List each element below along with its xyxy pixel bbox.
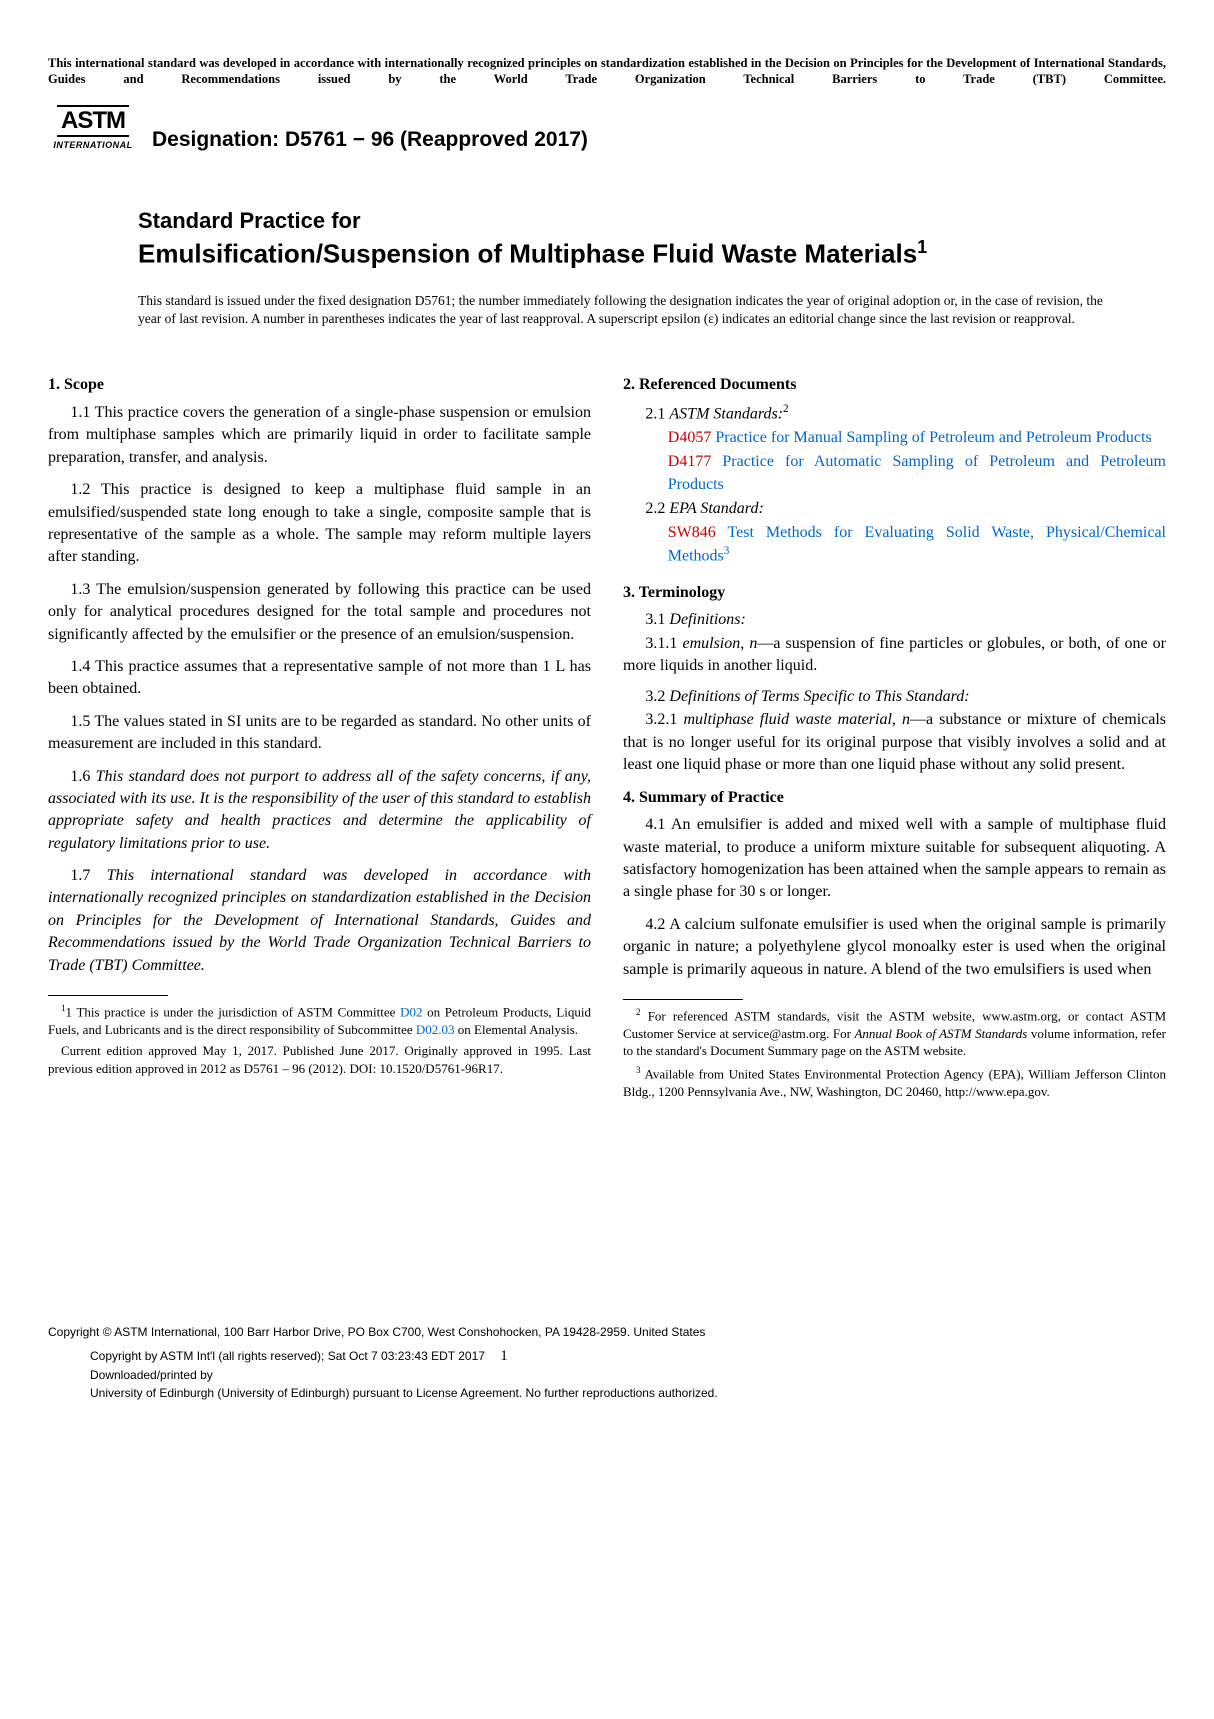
scope-1-6: 1.6 This standard does not purport to ad… [48, 766, 591, 856]
copyright-line3: Downloaded/printed by [90, 1367, 1166, 1384]
logo-sub-text: INTERNATIONAL [53, 139, 132, 151]
footnote-2-sup: 2 [636, 1007, 641, 1017]
refs-sub2: 2.2 EPA Standard: [623, 498, 1166, 520]
footnote-edition: Current edition approved May 1, 2017. Pu… [48, 1042, 591, 1077]
term-3-1-1: 3.1.1 emulsion, n—a suspension of fine p… [623, 633, 1166, 678]
footnote-rule-left [48, 995, 168, 996]
footnote-1-link-d02[interactable]: D02 [400, 1004, 422, 1019]
copyright-line2: Copyright by ASTM Int'l (all rights rese… [90, 1346, 1166, 1368]
astm-logo: ASTM INTERNATIONAL [48, 105, 138, 175]
ref-d4177-code: D4177 [668, 453, 712, 470]
copyright-line4: University of Edinburgh (University of E… [90, 1385, 1166, 1402]
footnote-1a: 1 This practice is under the jurisdictio… [66, 1004, 401, 1019]
ref-d4057-text: Practice for Manual Sampling of Petroleu… [711, 429, 1151, 446]
ref-sw846-sup: 3 [724, 545, 730, 557]
footnote-3: 3 Available from United States Environme… [623, 1064, 1166, 1100]
term-heading: 3. Terminology [623, 582, 1166, 604]
ref-d4177[interactable]: D4177 Practice for Automatic Sampling of… [645, 451, 1166, 496]
term-sub2: 3.2 Definitions of Terms Specific to Thi… [623, 686, 1166, 708]
ref-sw846-text: Test Methods for Evaluating Solid Waste,… [668, 524, 1166, 565]
ref-sw846[interactable]: SW846 Test Methods for Evaluating Solid … [645, 522, 1166, 568]
copyright-line2-text: Copyright by ASTM Int'l (all rights rese… [90, 1349, 485, 1363]
scope-heading: 1. Scope [48, 374, 591, 396]
refs-sub1: 2.1 ASTM Standards:2 [623, 402, 1166, 425]
title-block: Standard Practice for Emulsification/Sus… [138, 207, 1166, 270]
ref-sw846-code: SW846 [668, 524, 716, 541]
page-number: 1 [500, 1346, 508, 1368]
footnote-rule-right [623, 999, 743, 1000]
scope-1-6-italic: This standard does not purport to addres… [48, 768, 591, 852]
scope-1-3: 1.3 The emulsion/suspension generated by… [48, 579, 591, 646]
title-prefix: Standard Practice for [138, 207, 1166, 236]
scope-1-7: 1.7 This international standard was deve… [48, 865, 591, 977]
scope-1-2: 1.2 This practice is designed to keep a … [48, 479, 591, 569]
term-sub2-text: Definitions of Terms Specific to This St… [669, 688, 969, 705]
copyright-line1: Copyright © ASTM International, 100 Barr… [48, 1324, 1166, 1341]
ref-d4057-code: D4057 [668, 429, 712, 446]
footnote-3-sup: 3 [636, 1065, 641, 1075]
term-sub1-text: Definitions: [669, 611, 745, 628]
term-3-2-1: 3.2.1 multiphase fluid waste material, n… [623, 709, 1166, 776]
footnote-1: 11 This practice is under the jurisdicti… [48, 1002, 591, 1038]
refs-sub1-sup: 2 [783, 403, 789, 415]
ref-d4057[interactable]: D4057 Practice for Manual Sampling of Pe… [645, 427, 1166, 449]
scope-1-1: 1.1 This practice covers the generation … [48, 402, 591, 469]
issuance-note: This standard is issued under the fixed … [138, 292, 1106, 328]
logo-main-text: ASTM [57, 105, 129, 137]
body-columns: 1. Scope 1.1 This practice covers the ge… [48, 370, 1166, 1104]
refs-heading: 2. Referenced Documents [623, 374, 1166, 396]
term-sub1: 3.1 Definitions: [623, 609, 1166, 631]
header-row: ASTM INTERNATIONAL Designation: D5761 − … [48, 105, 1166, 175]
refs-sub2-text: EPA Standard: [669, 500, 763, 517]
top-notice: This international standard was develope… [48, 56, 1166, 87]
footnote-1c: on Elemental Analysis. [455, 1022, 578, 1037]
title-main-text: Emulsification/Suspension of Multiphase … [138, 239, 917, 269]
scope-1-5: 1.5 The values stated in SI units are to… [48, 711, 591, 756]
scope-1-4: 1.4 This practice assumes that a represe… [48, 656, 591, 701]
title-main: Emulsification/Suspension of Multiphase … [138, 236, 1166, 270]
copyright-block: Copyright © ASTM International, 100 Barr… [48, 1324, 1166, 1402]
summary-heading: 4. Summary of Practice [623, 787, 1166, 809]
footnote-2: 2 For referenced ASTM standards, visit t… [623, 1006, 1166, 1060]
designation: Designation: D5761 − 96 (Reapproved 2017… [152, 126, 588, 154]
title-sup: 1 [917, 237, 927, 257]
ref-d4177-text: Practice for Automatic Sampling of Petro… [668, 453, 1166, 492]
summary-4-1: 4.1 An emulsifier is added and mixed wel… [623, 814, 1166, 904]
refs-sub1-text: ASTM Standards: [669, 405, 783, 422]
summary-4-2: 4.2 A calcium sulfonate emulsifier is us… [623, 914, 1166, 981]
footnote-1-link-d0203[interactable]: D02.03 [416, 1022, 455, 1037]
scope-1-7-italic: This international standard was develope… [48, 867, 591, 974]
